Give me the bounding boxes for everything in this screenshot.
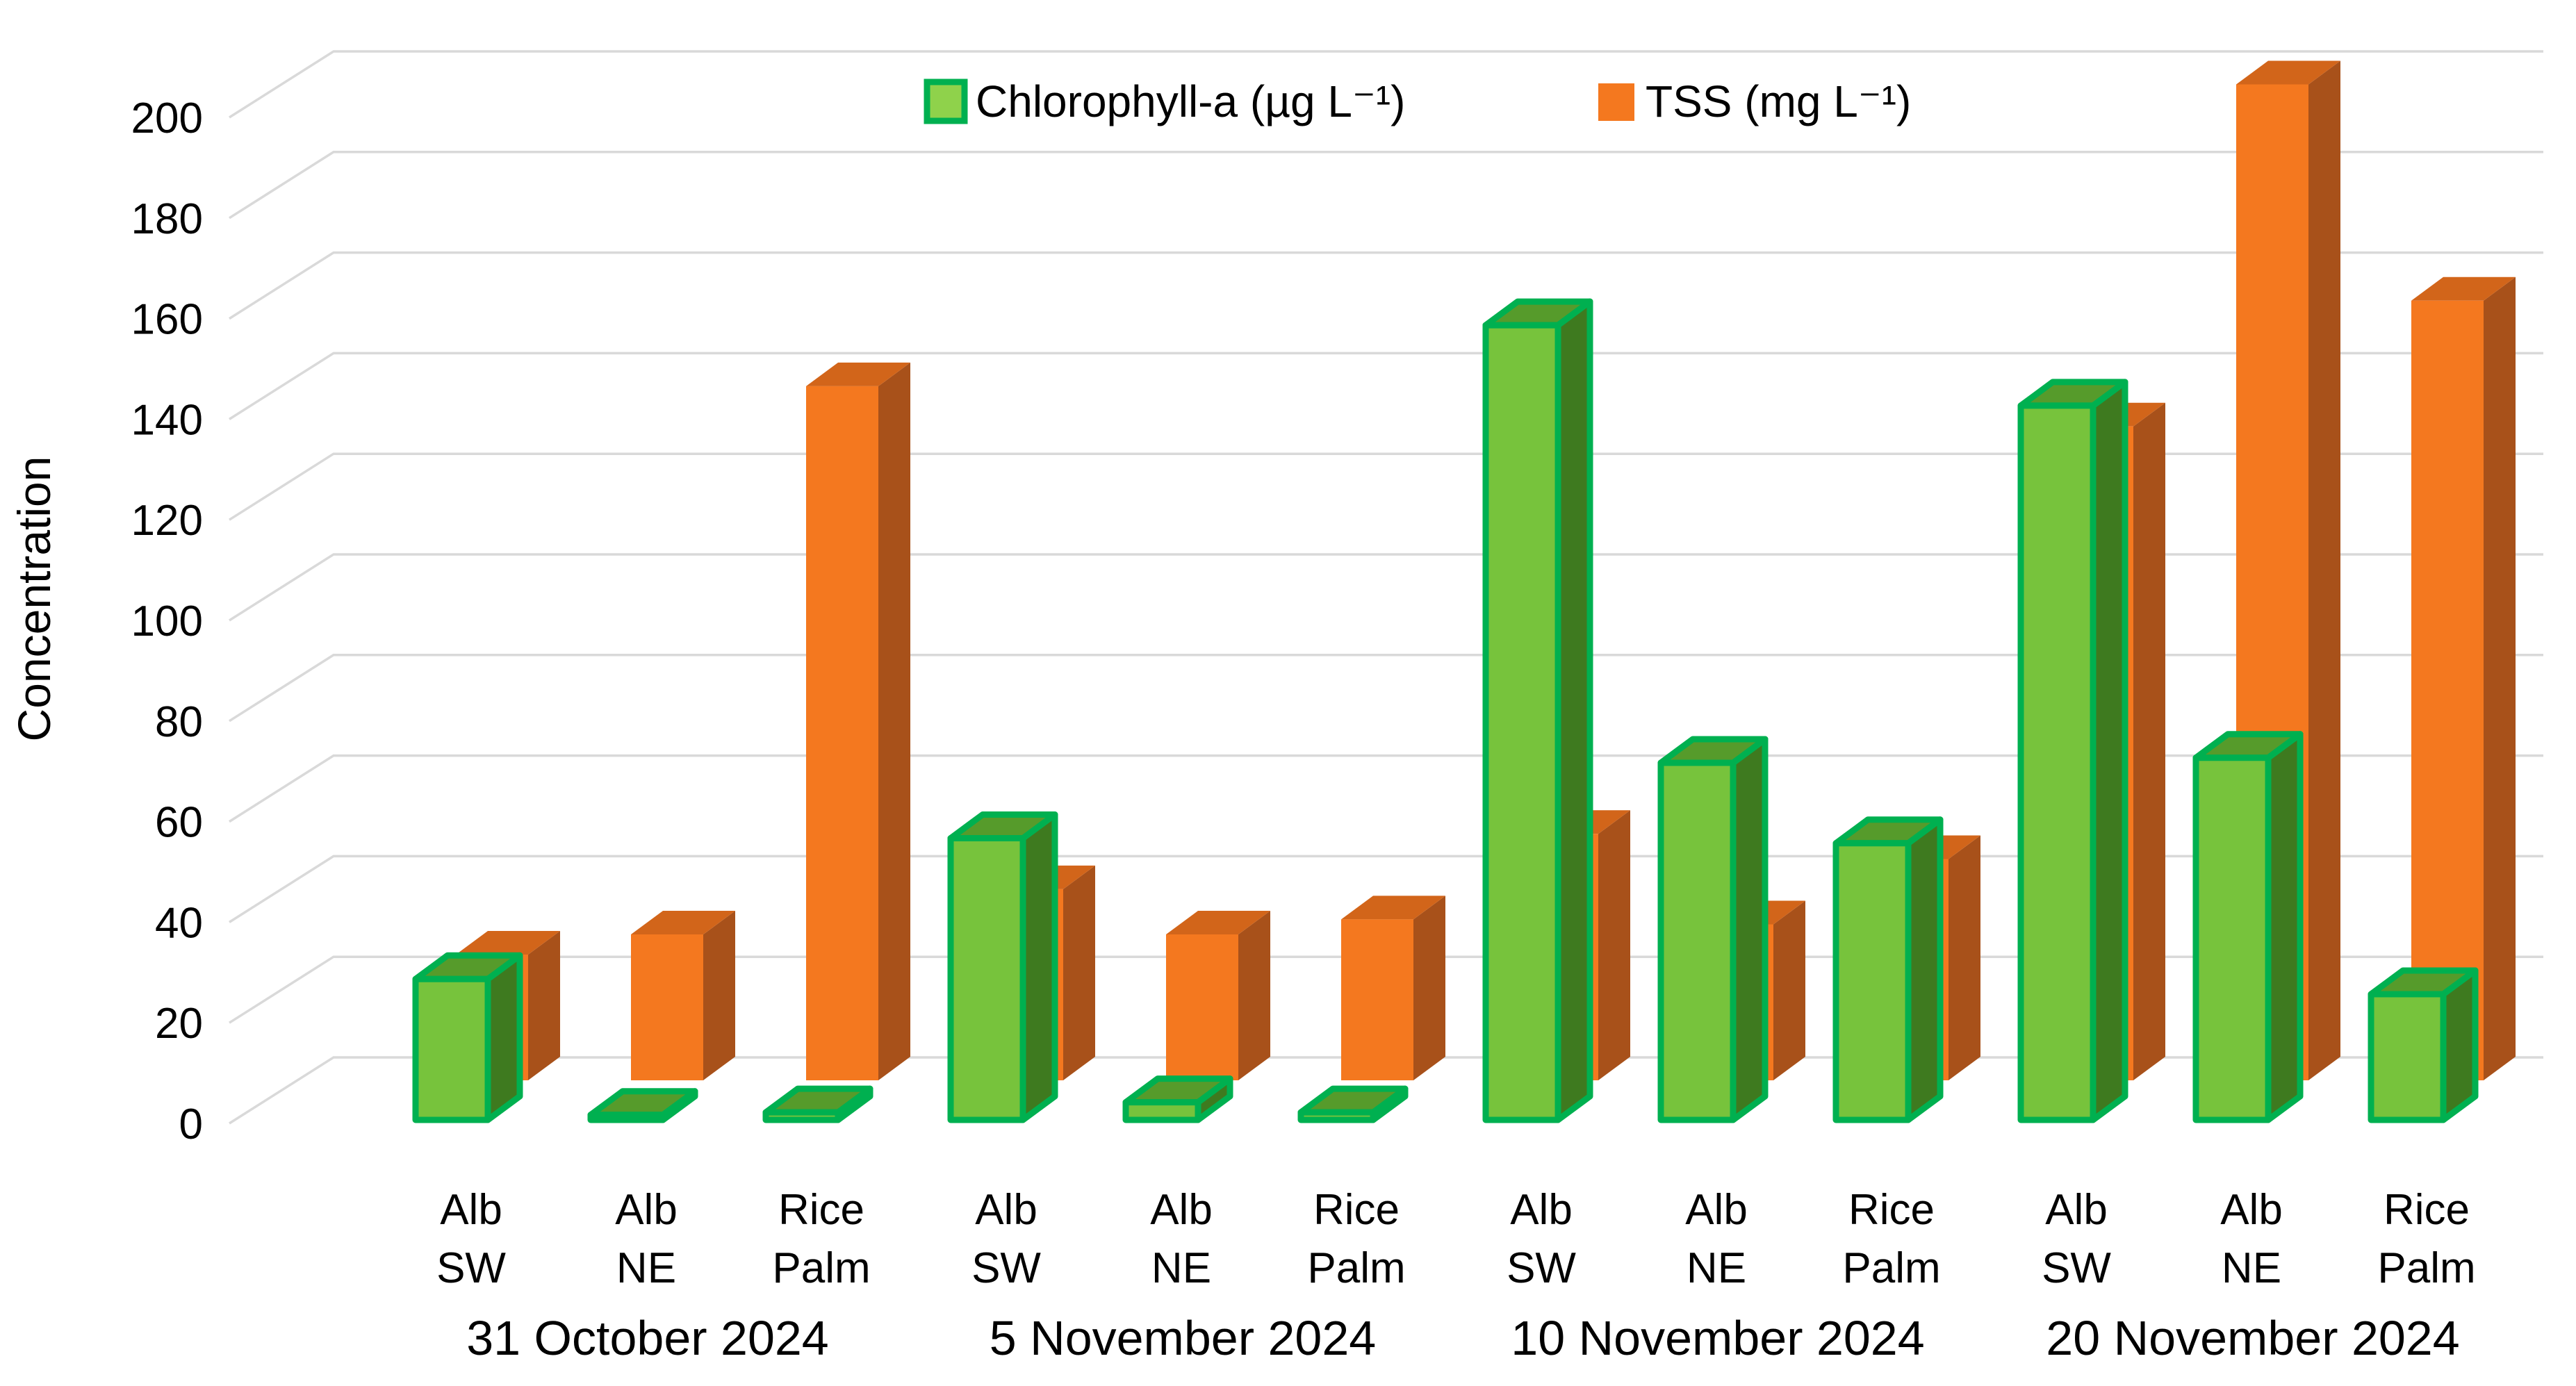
x-label-20-november-2024-rice-palm-line1: Rice: [2384, 1186, 2470, 1234]
y-tick-label-100: 100: [131, 597, 203, 645]
date-label-10-november-2024: 10 November 2024: [1511, 1311, 1924, 1365]
y-tick-label-60: 60: [155, 799, 203, 847]
x-label-20-november-2024-rice-palm-line2: Palm: [2377, 1244, 2475, 1292]
date-label-5-november-2024: 5 November 2024: [990, 1311, 1376, 1365]
gridline-180: [229, 151, 2543, 220]
x-label-5-november-2024-rice-palm-line1: Rice: [1313, 1186, 1400, 1234]
gridline-200: [229, 50, 2543, 119]
y-axis-title: Concentration: [8, 456, 60, 742]
legend: Chlorophyll-a (µg L⁻¹) TSS (mg L⁻¹): [924, 76, 1911, 126]
x-label-5-november-2024-alb-ne-line2: NE: [1151, 1244, 1211, 1292]
x-label-31-october-2024-alb-ne-line2: NE: [616, 1244, 676, 1292]
gridline-40: [229, 855, 2543, 923]
bar-chlorophyll-10-november-2024-rice-palm: [1832, 816, 1944, 1123]
x-label-10-november-2024-alb-sw-line2: SW: [1507, 1244, 1576, 1292]
gridline-160: [229, 251, 2543, 320]
x-label-31-october-2024-alb-sw-line1: Alb: [440, 1186, 502, 1234]
gridline-0: [229, 1056, 2543, 1125]
gridline-100: [229, 553, 2543, 622]
bar-tss-31-october-2024-alb-ne: [631, 911, 735, 1080]
y-tick-label-0: 0: [179, 1100, 203, 1148]
bar-chlorophyll-31-october-2024-alb-sw: [412, 952, 523, 1123]
y-tick-label-80: 80: [155, 698, 203, 746]
y-axis-tick-labels: 0 20 40 60 80 100 120 140 160 180 200: [131, 94, 203, 1148]
gridline-20: [229, 955, 2543, 1024]
date-label-20-november-2024: 20 November 2024: [2046, 1311, 2459, 1365]
date-label-31-october-2024: 31 October 2024: [466, 1311, 828, 1365]
x-label-20-november-2024-alb-sw-line1: Alb: [2045, 1186, 2108, 1234]
x-label-10-november-2024-alb-ne-line1: Alb: [1685, 1186, 1748, 1234]
x-label-20-november-2024-alb-sw-line2: SW: [2042, 1244, 2111, 1292]
x-label-31-october-2024-alb-ne-line1: Alb: [615, 1186, 678, 1234]
x-label-31-october-2024-alb-sw-line2: SW: [436, 1244, 506, 1292]
bars-layer: [412, 60, 2516, 1123]
legend-label-tss: TSS (mg L⁻¹): [1646, 76, 1911, 126]
y-tick-label-200: 200: [131, 94, 203, 142]
legend-swatch-chlorophyll-icon: [924, 79, 968, 124]
y-tick-label-20: 20: [155, 1000, 203, 1048]
x-label-20-november-2024-alb-ne-line2: NE: [2222, 1244, 2281, 1292]
x-label-10-november-2024-rice-palm-line2: Palm: [1842, 1244, 1940, 1292]
x-label-5-november-2024-rice-palm-line2: Palm: [1307, 1244, 1405, 1292]
legend-label-chlorophyll: Chlorophyll-a (µg L⁻¹): [976, 76, 1405, 126]
bar-tss-20-november-2024-rice-palm: [2411, 277, 2516, 1080]
gridline-140: [229, 352, 2543, 420]
y-tick-label-40: 40: [155, 899, 203, 947]
x-label-20-november-2024-alb-ne-line1: Alb: [2220, 1186, 2283, 1234]
x-label-10-november-2024-rice-palm-line1: Rice: [1848, 1186, 1935, 1234]
x-label-31-october-2024-rice-palm-line2: Palm: [772, 1244, 870, 1292]
bar-chlorophyll-5-november-2024-alb-ne: [1122, 1075, 1233, 1123]
bar-chlorophyll-20-november-2024-alb-sw: [2017, 379, 2128, 1123]
x-label-10-november-2024-alb-ne-line2: NE: [1687, 1244, 1746, 1292]
y-tick-label-160: 160: [131, 296, 203, 344]
bar-chlorophyll-5-november-2024-alb-sw: [947, 811, 1058, 1123]
x-label-10-november-2024-alb-sw-line1: Alb: [1510, 1186, 1573, 1234]
gridline-80: [229, 654, 2543, 723]
bar-chlorophyll-10-november-2024-alb-sw: [1482, 298, 1593, 1123]
y-tick-label-120: 120: [131, 497, 203, 545]
bar-chlorophyll-31-october-2024-rice-palm: [762, 1085, 873, 1123]
bar-chlorophyll-5-november-2024-rice-palm: [1297, 1085, 1409, 1123]
bar-tss-31-october-2024-rice-palm: [806, 362, 910, 1080]
legend-swatch-tss-icon: [1598, 83, 1634, 121]
gridline-120: [229, 452, 2543, 521]
x-label-31-october-2024-rice-palm-line1: Rice: [778, 1186, 864, 1234]
bar-chlorophyll-20-november-2024-alb-ne: [2192, 731, 2304, 1123]
bar-tss-5-november-2024-alb-ne: [1166, 911, 1270, 1080]
bar-tss-5-november-2024-rice-palm: [1341, 896, 1445, 1080]
gridline-60: [229, 754, 2543, 823]
x-label-5-november-2024-alb-ne-line1: Alb: [1150, 1186, 1213, 1234]
bar-chlorophyll-31-october-2024-alb-ne: [587, 1088, 698, 1123]
x-axis-labels: Alb SW Alb NE Rice Palm 31 October 2024 Alb SW Al…: [436, 1186, 2476, 1365]
bar-chlorophyll-20-november-2024-rice-palm: [2368, 967, 2479, 1123]
y-tick-label-140: 140: [131, 396, 203, 444]
x-label-5-november-2024-alb-sw-line1: Alb: [975, 1186, 1037, 1234]
x-label-5-november-2024-alb-sw-line2: SW: [971, 1244, 1041, 1292]
y-tick-label-180: 180: [131, 195, 203, 243]
bar-chlorophyll-10-november-2024-alb-ne: [1657, 736, 1769, 1123]
gridlines: [229, 50, 2543, 1125]
